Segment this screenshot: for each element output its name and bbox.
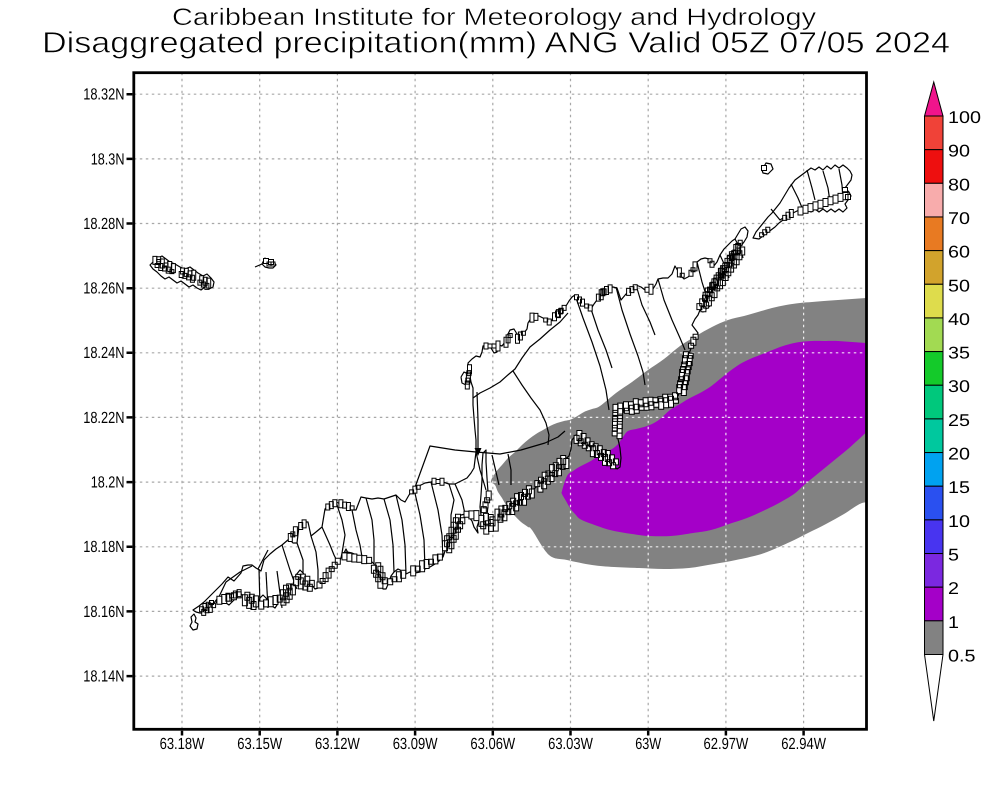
- svg-text:18.16N: 18.16N: [83, 603, 124, 621]
- svg-text:18.3N: 18.3N: [91, 150, 125, 168]
- svg-text:60: 60: [948, 243, 970, 262]
- svg-text:10: 10: [948, 512, 970, 531]
- svg-text:62.97W: 62.97W: [704, 735, 749, 753]
- svg-text:Disaggregated precipitation(mm: Disaggregated precipitation(mm) ANG Vali…: [42, 26, 950, 59]
- svg-text:18.18N: 18.18N: [83, 538, 124, 556]
- svg-text:50: 50: [948, 276, 970, 295]
- svg-text:2: 2: [948, 579, 959, 598]
- svg-text:18.26N: 18.26N: [83, 280, 124, 298]
- svg-text:0.5: 0.5: [948, 647, 976, 666]
- svg-text:5: 5: [948, 546, 959, 565]
- svg-text:18.22N: 18.22N: [83, 409, 124, 427]
- svg-text:63.15W: 63.15W: [237, 735, 282, 753]
- svg-text:18.2N: 18.2N: [91, 474, 125, 492]
- svg-text:20: 20: [948, 445, 970, 464]
- svg-text:100: 100: [948, 108, 981, 127]
- svg-text:18.28N: 18.28N: [83, 215, 124, 233]
- svg-text:18.14N: 18.14N: [83, 668, 124, 686]
- svg-text:62.94W: 62.94W: [781, 735, 826, 753]
- svg-text:18.24N: 18.24N: [83, 344, 124, 362]
- svg-text:30: 30: [948, 377, 970, 396]
- svg-text:63W: 63W: [635, 735, 662, 753]
- svg-text:15: 15: [948, 478, 970, 497]
- svg-text:35: 35: [948, 344, 970, 363]
- svg-text:80: 80: [948, 175, 970, 194]
- svg-text:63.12W: 63.12W: [315, 735, 360, 753]
- svg-text:63.09W: 63.09W: [393, 735, 438, 753]
- svg-text:63.18W: 63.18W: [160, 735, 205, 753]
- svg-text:63.03W: 63.03W: [548, 735, 593, 753]
- svg-text:25: 25: [948, 411, 970, 430]
- svg-text:18.32N: 18.32N: [83, 86, 124, 104]
- svg-text:40: 40: [948, 310, 970, 329]
- svg-text:Caribbean Institute for Meteor: Caribbean Institute for Meteorology and …: [172, 4, 816, 31]
- svg-text:63.06W: 63.06W: [470, 735, 515, 753]
- svg-text:70: 70: [948, 209, 970, 228]
- svg-text:1: 1: [948, 613, 959, 632]
- svg-text:90: 90: [948, 142, 970, 161]
